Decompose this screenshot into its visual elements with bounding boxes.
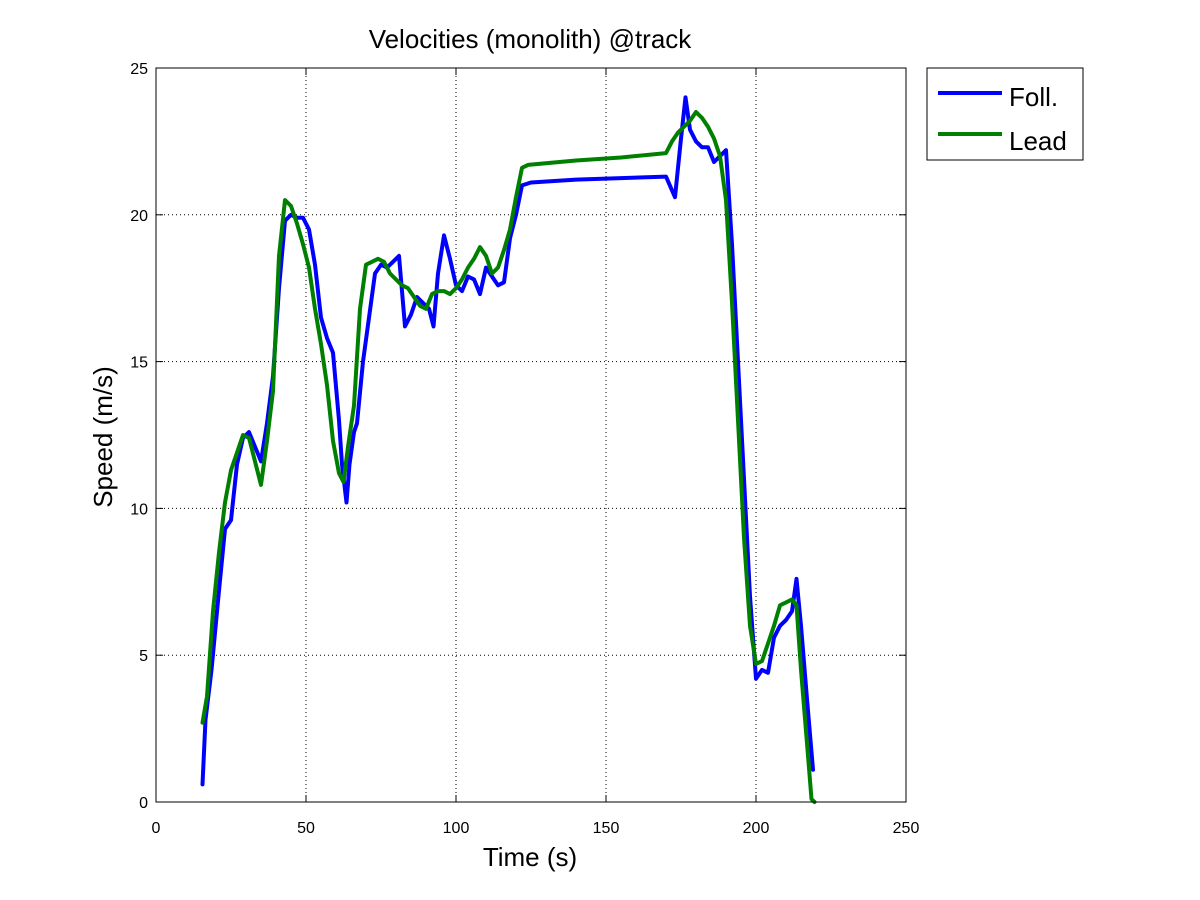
- y-tick-label: 25: [130, 61, 148, 78]
- y-tick-label: 0: [139, 795, 148, 812]
- legend: Foll. Lead: [926, 67, 1084, 161]
- y-axis-label: Speed (m/s): [88, 366, 118, 508]
- legend-label-lead: Lead: [1009, 126, 1067, 156]
- x-tick-label: 150: [593, 820, 620, 837]
- y-tick-label: 15: [130, 355, 148, 372]
- x-tick-label: 50: [297, 820, 315, 837]
- grid-lines: [156, 68, 906, 802]
- series-line-foll: [200, 95, 815, 787]
- x-tick-label: 200: [743, 820, 770, 837]
- x-tick-label: 100: [443, 820, 470, 837]
- chart-title: Velocities (monolith) @track: [369, 24, 693, 54]
- y-tick-label: 10: [130, 501, 148, 518]
- x-tick-label: 250: [893, 820, 920, 837]
- series-line-lead: [200, 110, 817, 804]
- y-tick-label: 20: [130, 208, 148, 225]
- axis-ticks: 0 50 100 150 200 250 0 5 10 15 20 25: [130, 61, 919, 837]
- x-tick-label: 0: [152, 820, 161, 837]
- x-axis-label: Time (s): [483, 842, 577, 872]
- legend-box: [926, 67, 1084, 161]
- plot-area-frame: [155, 67, 907, 803]
- legend-label-foll: Foll.: [1009, 82, 1058, 112]
- series-layer: [200, 95, 817, 804]
- y-tick-label: 5: [139, 648, 148, 665]
